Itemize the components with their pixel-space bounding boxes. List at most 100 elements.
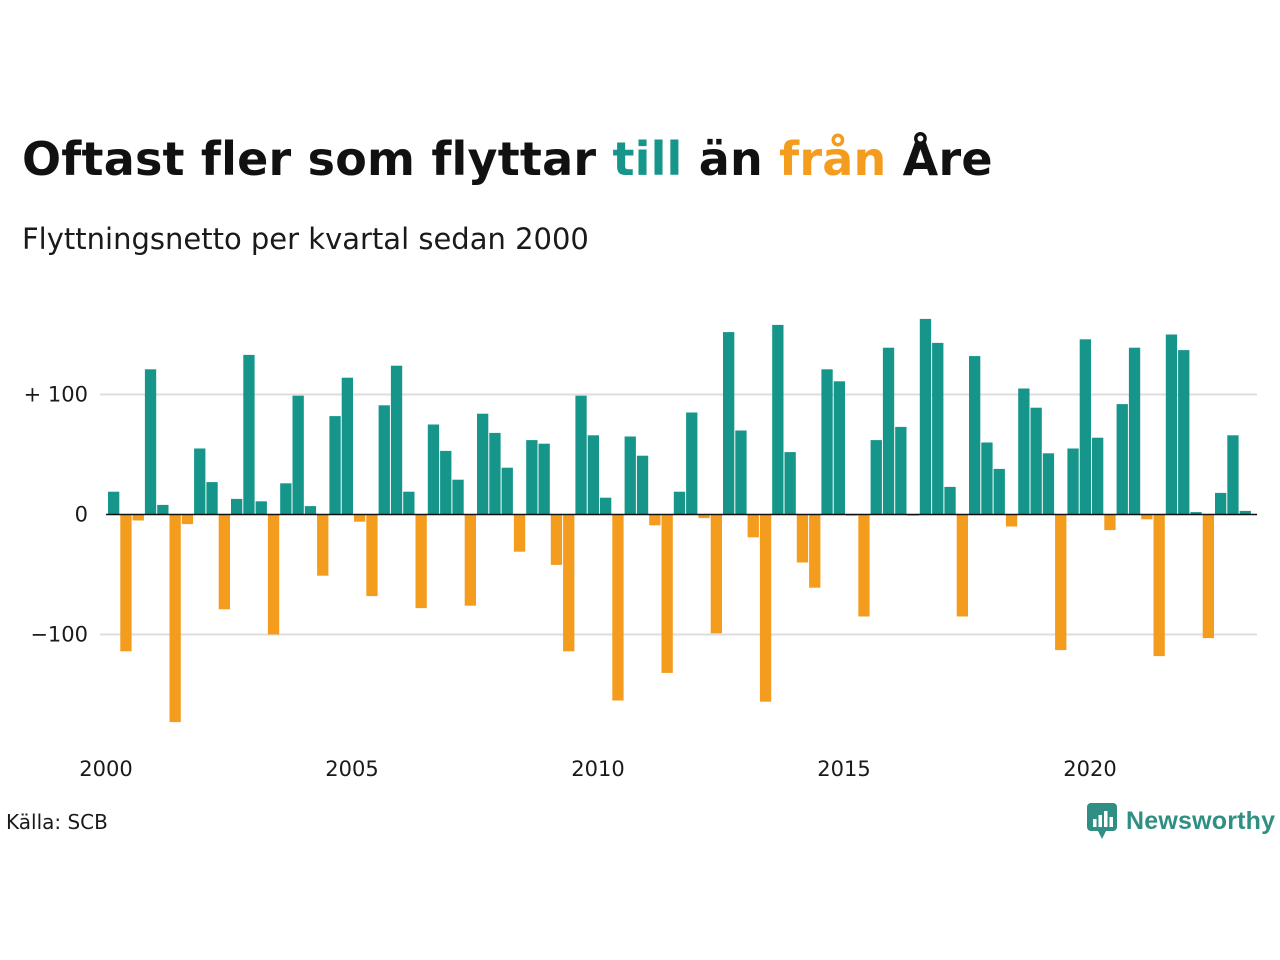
bar xyxy=(1067,448,1079,515)
bar xyxy=(108,491,120,515)
bar xyxy=(636,455,649,515)
bar xyxy=(772,324,784,515)
bar xyxy=(661,514,673,673)
bar xyxy=(1116,404,1128,515)
bar xyxy=(624,436,636,515)
bar xyxy=(969,356,981,515)
bar xyxy=(181,514,194,525)
bar xyxy=(292,395,304,515)
bar xyxy=(489,432,501,515)
bar xyxy=(550,514,563,565)
bar xyxy=(452,479,464,515)
bar xyxy=(1153,514,1165,657)
bar xyxy=(157,504,169,515)
bar xyxy=(1141,514,1153,520)
bar xyxy=(1042,453,1055,515)
bar xyxy=(747,514,759,538)
bar xyxy=(144,369,157,515)
bar xyxy=(1190,512,1202,515)
bar xyxy=(981,442,993,515)
title-part-3: Åre xyxy=(886,132,993,186)
bar xyxy=(477,413,489,515)
title-part-1: Oftast fler som flyttar xyxy=(22,132,613,186)
bar xyxy=(919,318,932,515)
bar xyxy=(440,450,452,515)
bar xyxy=(403,491,415,515)
bar xyxy=(231,498,243,515)
bar xyxy=(944,486,956,515)
bar xyxy=(698,514,710,519)
bar xyxy=(538,443,550,515)
bar xyxy=(1079,339,1091,515)
y-tick-label: 0 xyxy=(75,503,88,527)
bar xyxy=(612,514,624,701)
chart-subtitle: Flyttningsnetto per kvartal sedan 2000 xyxy=(22,222,589,256)
bar xyxy=(600,497,612,515)
title-part-2: än xyxy=(682,132,780,186)
bar xyxy=(1092,437,1104,515)
bar xyxy=(882,347,895,515)
bar xyxy=(206,482,218,515)
x-tick-label: 2020 xyxy=(1063,757,1116,781)
source-note: Källa: SCB xyxy=(6,810,108,834)
bar xyxy=(563,514,575,652)
newsworthy-logo-icon xyxy=(1087,803,1117,839)
bar xyxy=(956,514,968,617)
bar xyxy=(1005,514,1018,527)
bar xyxy=(255,501,267,515)
bar xyxy=(378,405,390,515)
bar-chart: + 100 0 −100 2000 2005 2010 2015 2020 xyxy=(24,318,1257,781)
bar xyxy=(686,412,698,515)
x-tick-label: 2010 xyxy=(571,757,624,781)
bar xyxy=(796,514,809,563)
bar xyxy=(710,514,722,634)
bar xyxy=(132,514,144,521)
chart-title: Oftast fler som flyttar till än från Åre xyxy=(22,132,993,186)
bar xyxy=(1215,492,1227,515)
bar xyxy=(390,365,403,515)
bar xyxy=(895,426,907,515)
bar xyxy=(341,377,353,515)
bars xyxy=(108,318,1251,723)
y-tick-label: −100 xyxy=(30,623,88,647)
bar xyxy=(575,395,587,515)
newsworthy-logo: Newsworthy xyxy=(1086,802,1275,840)
bar xyxy=(673,491,686,515)
bar xyxy=(513,514,526,552)
bar xyxy=(759,514,772,702)
bar xyxy=(415,514,427,609)
bar xyxy=(169,514,181,723)
bar xyxy=(1018,388,1030,515)
bar xyxy=(218,514,230,610)
y-axis-labels: + 100 0 −100 xyxy=(24,383,88,647)
bar xyxy=(649,514,661,526)
bar xyxy=(304,506,317,515)
bar xyxy=(1202,514,1214,639)
bar xyxy=(243,354,255,515)
title-highlight-till: till xyxy=(612,132,683,186)
bar xyxy=(366,514,378,597)
bar xyxy=(833,381,845,515)
bar xyxy=(329,416,341,515)
bar xyxy=(464,514,476,606)
bar xyxy=(1165,334,1178,515)
x-tick-label: 2000 xyxy=(79,757,132,781)
bar xyxy=(1227,435,1239,515)
bar xyxy=(870,440,882,515)
bar xyxy=(932,342,944,515)
bar xyxy=(1128,347,1141,515)
bar xyxy=(354,514,366,522)
bar xyxy=(1178,350,1190,515)
bar xyxy=(821,369,833,515)
y-tick-label: + 100 xyxy=(24,383,88,407)
bar xyxy=(587,435,599,515)
bar xyxy=(120,514,132,652)
bar xyxy=(809,514,821,588)
bar xyxy=(723,332,735,515)
bar xyxy=(501,467,513,515)
bar xyxy=(993,468,1005,515)
bar xyxy=(194,448,206,515)
bar xyxy=(427,424,440,515)
bar xyxy=(1104,514,1116,531)
bar xyxy=(526,440,538,515)
